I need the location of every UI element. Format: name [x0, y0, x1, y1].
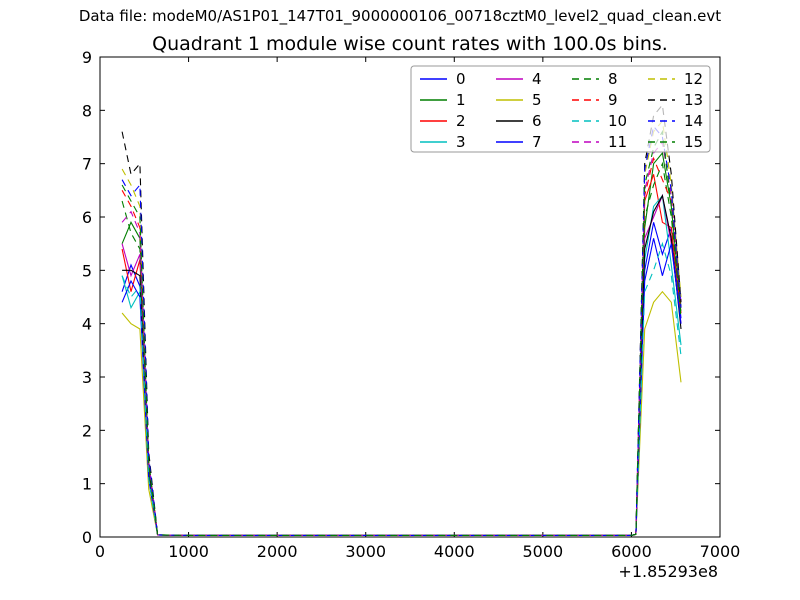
- legend-label-8: 8: [608, 70, 618, 88]
- legend-label-10: 10: [608, 112, 627, 130]
- x-tick-label: 0: [95, 542, 105, 561]
- chart-title: Quadrant 1 module wise count rates with …: [152, 33, 668, 55]
- series-line-2: [121, 174, 682, 536]
- x-tick-label: 2000: [257, 542, 298, 561]
- series-line-12: [121, 119, 682, 536]
- legend-label-14: 14: [684, 112, 703, 130]
- series-line-1: [121, 151, 682, 536]
- legend-label-4: 4: [532, 70, 542, 88]
- legend-label-6: 6: [532, 112, 542, 130]
- y-tick-label: 0: [82, 528, 92, 547]
- series-line-3: [121, 194, 682, 536]
- series-line-14: [121, 125, 682, 536]
- series-line-8: [121, 161, 682, 536]
- y-tick-label: 5: [82, 261, 92, 280]
- legend-label-12: 12: [684, 70, 703, 88]
- y-tick-label: 3: [82, 368, 92, 387]
- legend-label-2: 2: [456, 112, 466, 130]
- y-tick-label: 9: [82, 48, 92, 67]
- legend-label-1: 1: [456, 91, 466, 109]
- series-line-13: [121, 103, 682, 536]
- legend-label-15: 15: [684, 133, 703, 151]
- y-tick-label: 2: [82, 421, 92, 440]
- legend-label-9: 9: [608, 91, 618, 109]
- x-tick-label: 4000: [434, 542, 475, 561]
- series-line-6: [122, 194, 682, 536]
- legend-label-3: 3: [456, 133, 466, 151]
- x-tick-label: 7000: [700, 542, 741, 561]
- y-tick-label: 1: [82, 475, 92, 494]
- legend-label-5: 5: [532, 91, 542, 109]
- x-axis-offset-label: +1.85293e8: [618, 562, 718, 581]
- x-tick-label: 1000: [168, 542, 209, 561]
- legend-label-0: 0: [456, 70, 466, 88]
- y-tick-label: 7: [82, 155, 92, 174]
- x-tick-label: 6000: [611, 542, 652, 561]
- axes-frame: [99, 56, 721, 538]
- series-line-9: [121, 156, 682, 536]
- series-line-5: [121, 290, 682, 536]
- series-line-4: [121, 193, 682, 536]
- x-tick-label: 3000: [345, 542, 386, 561]
- series-line-11: [121, 141, 682, 536]
- series-line-7: [121, 238, 682, 536]
- legend-box: [410, 65, 711, 153]
- y-tick-label: 4: [82, 315, 92, 334]
- series-line-15: [121, 129, 682, 536]
- series-line-0: [121, 222, 682, 536]
- y-tick-label: 8: [82, 101, 92, 120]
- legend-label-7: 7: [532, 133, 542, 151]
- legend-label-13: 13: [684, 91, 703, 109]
- y-tick-label: 6: [82, 208, 92, 227]
- legend-label-11: 11: [608, 133, 627, 151]
- x-tick-label: 5000: [522, 542, 563, 561]
- data-file-title: Data file: modeM0/AS1P01_147T01_90000001…: [78, 7, 722, 25]
- series-line-10: [121, 241, 682, 536]
